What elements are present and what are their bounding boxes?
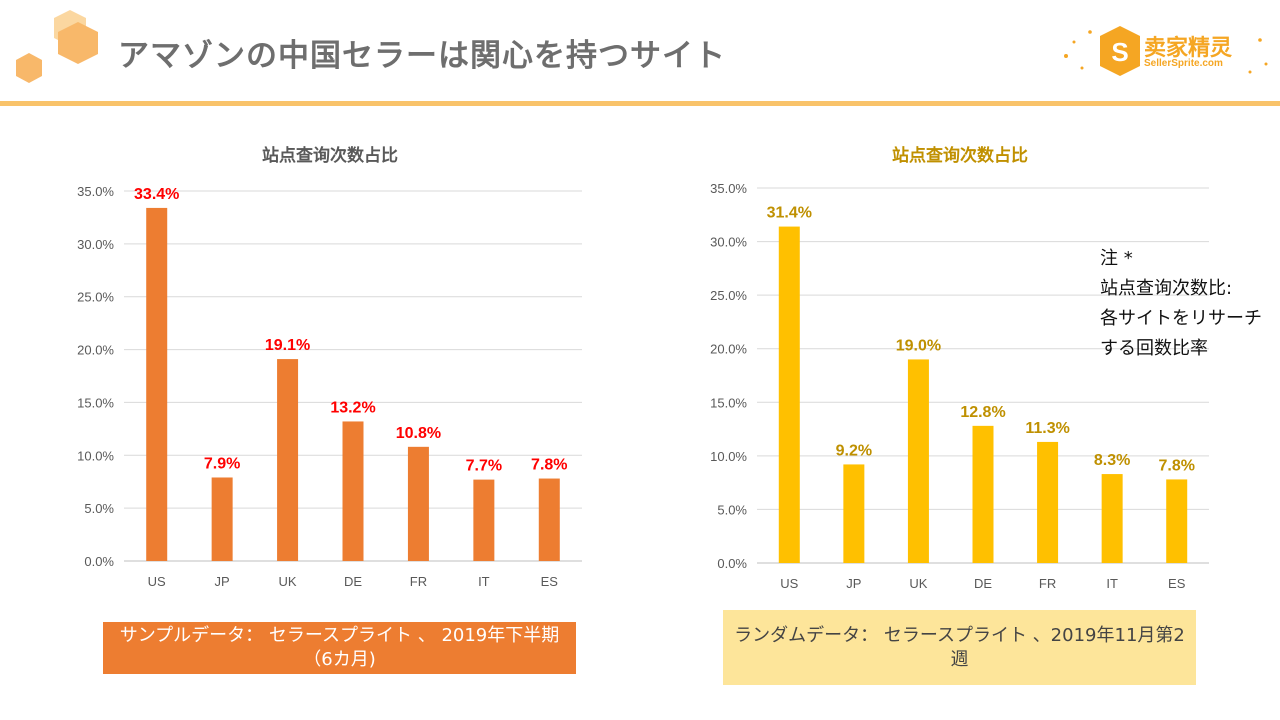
y-tick-label: 30.0% (710, 235, 747, 250)
bar-chart-left: 站点查询次数占比 0.0% 5.0% 10.0% 15.0% 20.0% 25.0% 30.0… (77, 145, 582, 589)
chart-title: 站点查询次数占比 (262, 145, 398, 166)
x-tick-label: FR (410, 574, 427, 589)
data-label: 9.2% (836, 442, 872, 459)
x-tick-label: UK (279, 574, 297, 589)
sellersprite-logo: S (1064, 26, 1268, 76)
x-tick-label: JP (215, 574, 230, 589)
bar-es (538, 478, 560, 561)
bar-jp (843, 464, 865, 563)
note-line: 站点查询次数比: (1100, 278, 1233, 299)
bar-de (342, 421, 364, 561)
x-tick-label: IT (478, 574, 490, 589)
data-label: 19.0% (896, 337, 941, 354)
y-tick-label: 15.0% (710, 395, 747, 410)
hexagon-decoration (16, 10, 98, 83)
source-text-left: サンプルデータ： セラースプライト 、 2019年下半期（6カ月) (119, 625, 560, 670)
data-label: 19.1% (265, 337, 310, 354)
y-tick-label: 30.0% (77, 237, 114, 252)
data-label: 10.8% (396, 425, 441, 442)
source-caption-left: サンプルデータ： セラースプライト 、 2019年下半期（6カ月) (103, 622, 576, 674)
data-label: 33.4% (134, 186, 179, 203)
source-caption-right: ランダムデータ： セラースプライト 、2019年11月第2週 (723, 610, 1196, 685)
bar-jp (211, 477, 233, 561)
bar-us (778, 226, 800, 564)
y-tick-label: 10.0% (710, 449, 747, 464)
y-tick-label: 25.0% (77, 290, 114, 305)
bar-de (972, 425, 994, 563)
data-label: 8.3% (1094, 452, 1130, 469)
hexagon-shape (58, 22, 98, 64)
y-tick-label: 10.0% (77, 448, 114, 463)
x-tick-label: IT (1106, 576, 1118, 591)
chart-title: 站点查询次数占比 (892, 145, 1028, 166)
data-label: 11.3% (1025, 420, 1069, 437)
data-label: 7.8% (531, 457, 567, 474)
x-tick-label: FR (1039, 576, 1056, 591)
logo-text-en: SellerSprite.com (1144, 58, 1223, 69)
x-tick-label: UK (909, 576, 927, 591)
y-tick-label: 0.0% (717, 556, 747, 571)
svg-text:S: S (1111, 37, 1128, 67)
y-tick-label: 5.0% (717, 502, 747, 517)
y-tick-label: 25.0% (710, 288, 747, 303)
note-line: 各サイトをリサーチ (1100, 308, 1262, 329)
source-text-right: ランダムデータ： セラースプライト 、2019年11月第2週 (734, 624, 1185, 670)
note-line: 注 * (1100, 248, 1133, 269)
data-label: 12.8% (960, 404, 1005, 421)
y-tick-label: 15.0% (77, 395, 114, 410)
note-box: 注 * 站点查询次数比: 各サイトをリサーチ する回数比率 (1100, 244, 1262, 364)
data-label: 7.7% (466, 458, 502, 475)
x-tick-label: ES (541, 574, 559, 589)
bar-it (473, 479, 495, 561)
x-tick-label: DE (974, 576, 992, 591)
y-tick-label: 20.0% (710, 342, 747, 357)
bar-es (1166, 479, 1188, 563)
y-tick-label: 35.0% (710, 181, 747, 196)
x-tick-label: JP (846, 576, 861, 591)
data-label: 7.9% (204, 455, 240, 472)
page-title: アマゾンの中国セラーは関心を持つサイト (118, 38, 726, 74)
bar-it (1101, 474, 1123, 563)
data-label: 13.2% (330, 399, 375, 416)
x-tick-label: US (148, 574, 166, 589)
logo-text-cn: 卖家精灵 (1144, 36, 1233, 61)
y-tick-label: 20.0% (77, 343, 114, 358)
y-tick-label: 0.0% (84, 554, 114, 569)
bar-uk (907, 359, 929, 563)
x-tick-label: ES (1168, 576, 1186, 591)
bar-uk (277, 359, 299, 561)
bar-fr (407, 446, 429, 561)
bar-fr (1037, 441, 1059, 563)
x-tick-label: US (780, 576, 798, 591)
x-tick-label: DE (344, 574, 362, 589)
bar-us (146, 207, 168, 561)
hexagon-shape (16, 53, 42, 83)
data-label: 31.4% (767, 205, 812, 222)
title-divider (0, 101, 1280, 106)
data-label: 7.8% (1158, 457, 1194, 474)
bar-chart-right: 站点查询次数占比 0.0% 5.0% 10.0% 15.0% 20.0% 25.0% 30.0… (710, 145, 1209, 591)
y-tick-label: 35.0% (77, 184, 114, 199)
note-line: する回数比率 (1100, 338, 1208, 359)
y-tick-label: 5.0% (84, 501, 114, 516)
